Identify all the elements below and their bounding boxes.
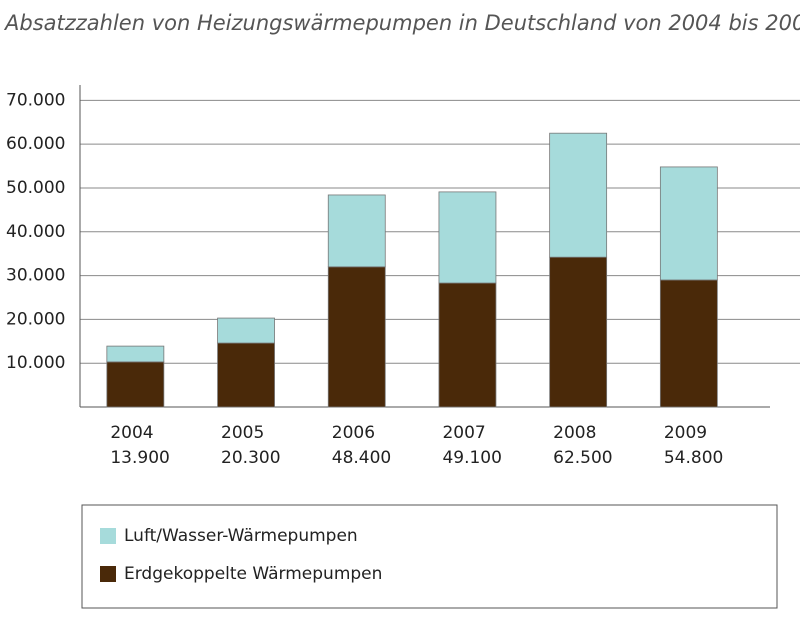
total-label: 13.900 xyxy=(110,448,169,468)
x-tick-label: 2005 xyxy=(221,423,264,443)
bar-segment xyxy=(327,194,386,268)
y-tick-label: 60.000 xyxy=(6,134,65,154)
y-tick-label: 30.000 xyxy=(6,266,65,286)
y-tick-label: 70.000 xyxy=(6,90,65,110)
bar-segment xyxy=(659,166,718,281)
bar-segment xyxy=(217,317,275,344)
y-tick-label: 20.000 xyxy=(6,309,65,329)
bar-segment xyxy=(549,256,608,408)
chart-title: Absatzzahlen von Heizungswärmepumpen in … xyxy=(3,11,800,35)
x-tick-label: 2004 xyxy=(110,423,153,443)
x-tick-label: 2008 xyxy=(553,423,596,443)
legend-label: Erdgekoppelte Wärmepumpen xyxy=(124,564,382,584)
bar-segment xyxy=(659,279,718,408)
total-label: 49.100 xyxy=(442,448,501,468)
y-tick-label: 50.000 xyxy=(6,178,65,198)
bar-segment xyxy=(106,361,165,408)
bar-segment xyxy=(106,345,165,363)
y-tick-label: 10.000 xyxy=(6,353,65,373)
total-label: 54.800 xyxy=(664,448,723,468)
bar-segment xyxy=(217,342,275,408)
bar-segment xyxy=(549,132,608,258)
bar-segment xyxy=(438,282,497,408)
total-label: 62.500 xyxy=(553,448,612,468)
x-tick-label: 2006 xyxy=(332,423,375,443)
total-label: 48.400 xyxy=(332,448,391,468)
bar-segment xyxy=(438,191,497,284)
x-tick-label: 2007 xyxy=(442,423,485,443)
legend-swatch xyxy=(100,566,116,582)
total-label: 20.300 xyxy=(221,448,280,468)
bar-segment xyxy=(327,266,386,408)
legend-label: Luft/Wasser-Wärmepumpen xyxy=(124,526,358,546)
x-tick-label: 2009 xyxy=(664,423,707,443)
legend-box xyxy=(81,504,778,609)
legend-swatch xyxy=(100,528,116,544)
y-tick-label: 40.000 xyxy=(6,222,65,242)
